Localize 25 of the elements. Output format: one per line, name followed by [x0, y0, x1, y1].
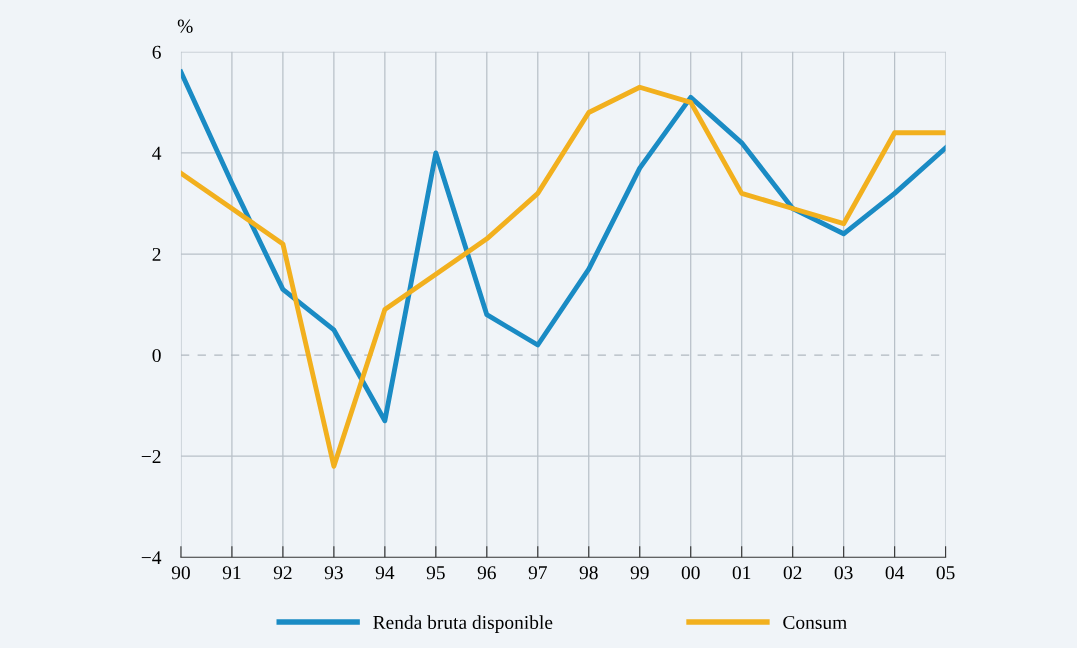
x-tick-label: 93	[324, 566, 343, 580]
x-tick-label: 05	[936, 566, 955, 580]
x-tick-label: 95	[426, 566, 445, 580]
x-tick-label: 97	[528, 566, 547, 580]
x-tick-label: 03	[834, 566, 853, 580]
x-tick-label: 02	[783, 566, 802, 580]
x-tick-label: 01	[732, 566, 751, 580]
y-tick-label: 2	[152, 247, 161, 261]
y-tick-label: −2	[141, 450, 161, 463]
x-tick-label: 94	[375, 566, 395, 580]
y-axis-title: %	[177, 19, 193, 33]
x-tick-label: 99	[630, 566, 649, 580]
x-tick-label: 04	[885, 566, 905, 580]
y-tick-label: 4	[152, 146, 162, 160]
x-tick-label: 91	[222, 566, 241, 580]
x-tick-label: 00	[681, 566, 700, 580]
y-tick-label: 0	[152, 348, 161, 363]
legend-label: Renda bruta disponible	[373, 615, 553, 633]
y-tick-label: −4	[141, 551, 162, 565]
x-tick-label: 92	[273, 566, 292, 580]
legend-label: Consum	[783, 615, 847, 630]
x-tick-label: 98	[579, 566, 598, 580]
x-tick-label: 96	[477, 566, 496, 580]
y-tick-label: 6	[152, 45, 161, 59]
x-tick-label: 90	[171, 566, 190, 580]
